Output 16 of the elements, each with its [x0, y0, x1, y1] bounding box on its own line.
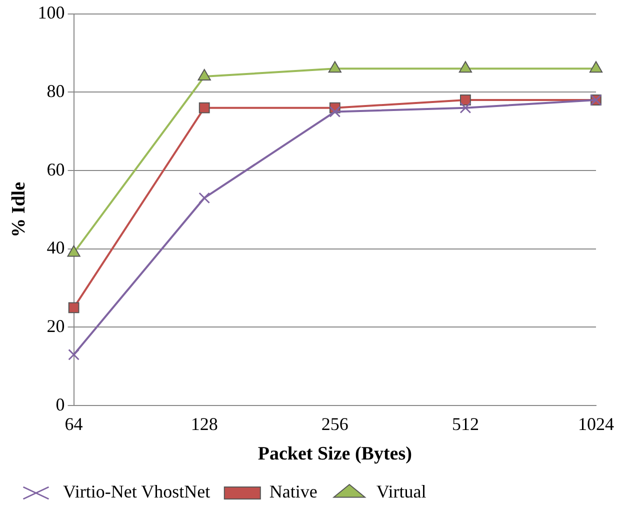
x-tick-label: 128: [190, 414, 218, 434]
y-tick-label: 80: [46, 80, 65, 101]
y-tick-label: 0: [56, 394, 65, 414]
x-tick-label: 1024: [578, 414, 614, 434]
y-tick-label: 20: [46, 316, 65, 336]
legend-label: Virtio-Net VhostNet: [63, 482, 210, 502]
y-tick-label: 100: [38, 2, 65, 23]
x-tick-label: 64: [64, 414, 83, 434]
legend-label: Virtual: [376, 482, 426, 502]
x-tick-label: 512: [452, 414, 479, 434]
y-axis-title: % Idle: [8, 182, 30, 238]
y-tick-label: 60: [46, 159, 65, 180]
legend-label: Native: [269, 482, 318, 502]
x-tick-label: 256: [321, 414, 348, 434]
y-tick-label: 40: [46, 238, 65, 258]
x-axis-title: Packet Size (Bytes): [258, 444, 412, 465]
